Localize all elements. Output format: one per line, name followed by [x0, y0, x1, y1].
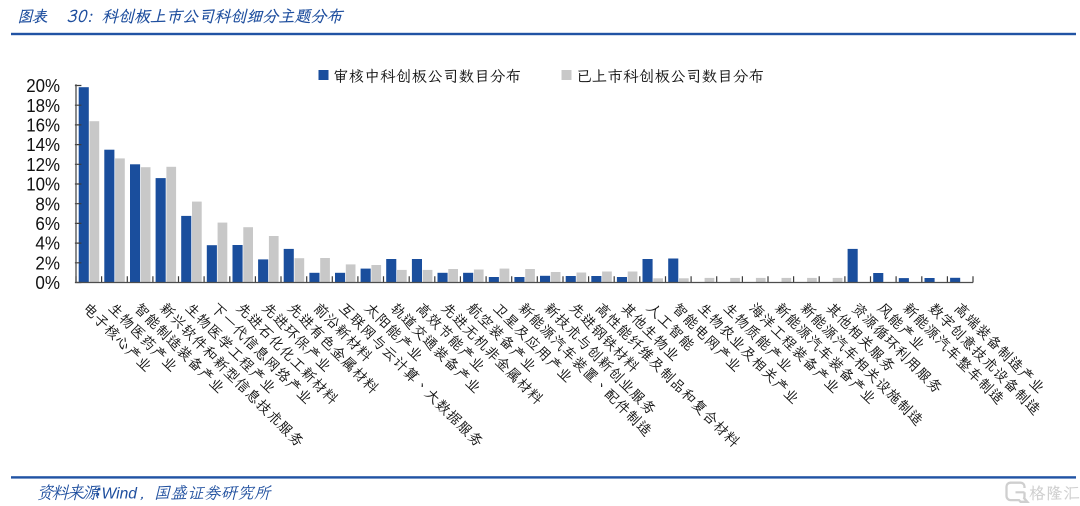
svg-text:12%: 12% — [26, 154, 60, 175]
svg-text:14%: 14% — [26, 134, 60, 155]
svg-text:2%: 2% — [35, 252, 60, 273]
svg-text:Wind: Wind — [102, 485, 139, 502]
svg-text:8%: 8% — [35, 193, 60, 214]
svg-text:10%: 10% — [26, 174, 60, 195]
svg-text:6%: 6% — [35, 213, 60, 234]
svg-text:18%: 18% — [26, 95, 60, 116]
svg-text:0%: 0% — [35, 272, 60, 293]
svg-text:4%: 4% — [35, 233, 60, 254]
svg-text:20%: 20% — [26, 75, 60, 96]
svg-text:16%: 16% — [26, 115, 60, 136]
